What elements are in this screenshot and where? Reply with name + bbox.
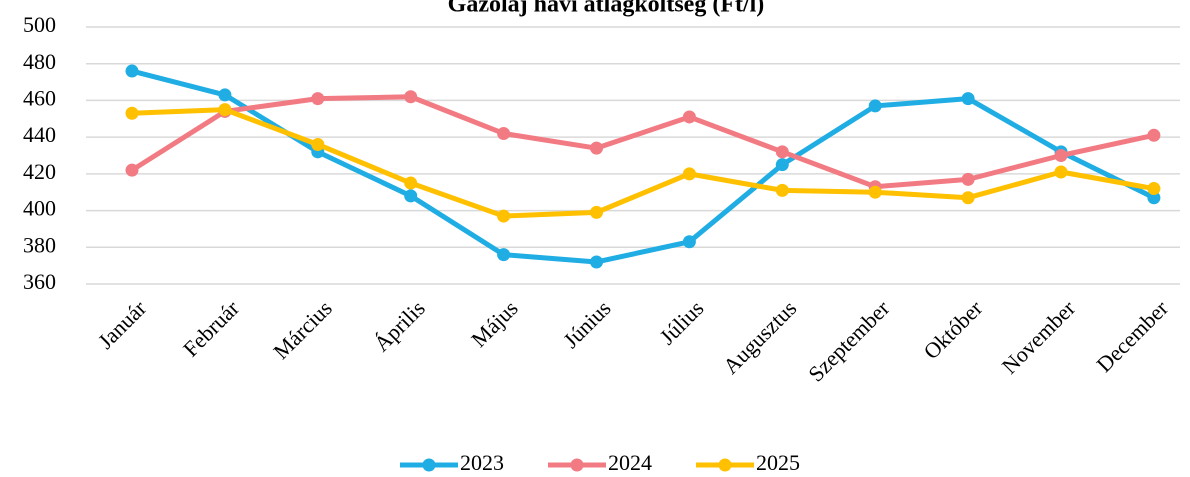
data-point (775, 158, 789, 172)
data-point (218, 103, 232, 117)
data-point (125, 163, 139, 177)
x-tick-label: November (997, 295, 1081, 379)
chart-title: Gázolaj havi átlagköltség (Ft/l) (448, 0, 765, 18)
legend-item: 2023 (400, 450, 504, 475)
data-point (682, 167, 696, 181)
x-tick-label: Augusztus (718, 295, 801, 378)
x-tick-label: Október (919, 295, 988, 364)
legend-label: 2025 (756, 450, 800, 475)
data-point (961, 172, 975, 186)
legend-marker (718, 458, 732, 472)
data-point (404, 90, 418, 104)
data-point (1147, 191, 1161, 205)
legend-marker (422, 458, 436, 472)
data-point (311, 92, 325, 106)
series-line (131, 107, 1155, 219)
data-point (961, 92, 975, 106)
data-point (775, 145, 789, 159)
legend-item: 2024 (548, 450, 652, 475)
x-tick-label: Február (178, 295, 245, 362)
data-point (1147, 128, 1161, 142)
legend-label: 2023 (460, 450, 504, 475)
x-tick-label: Április (369, 295, 430, 356)
data-point (125, 106, 139, 120)
data-point (1054, 165, 1068, 179)
x-tick-label: Március (268, 295, 337, 364)
data-point (682, 110, 696, 124)
series-line (130, 94, 1155, 190)
data-point (497, 126, 511, 140)
data-point (497, 209, 511, 223)
x-tick-label: Július (655, 295, 709, 349)
y-tick-label: 420 (23, 159, 56, 184)
data-point (404, 189, 418, 203)
y-tick-label: 500 (23, 12, 56, 37)
data-point (868, 99, 882, 113)
data-point (590, 205, 603, 219)
y-tick-label: 460 (23, 85, 56, 110)
legend-item: 2025 (696, 450, 800, 475)
data-point (590, 255, 603, 269)
data-point (125, 64, 139, 78)
y-tick-label: 380 (23, 232, 56, 257)
y-tick-label: 480 (23, 49, 56, 74)
data-point (682, 235, 696, 249)
legend-label: 2024 (608, 450, 652, 475)
data-point (961, 191, 975, 205)
data-point (404, 176, 418, 190)
data-point (775, 183, 789, 197)
data-point (1054, 149, 1068, 162)
x-tick-label: December (1091, 295, 1173, 377)
legend-marker (570, 458, 584, 472)
y-tick-label: 400 (23, 196, 56, 221)
data-point (868, 185, 882, 199)
series-line (131, 68, 1156, 265)
data-point (590, 141, 603, 155)
data-point (1147, 182, 1161, 196)
y-tick-label: 360 (23, 269, 56, 294)
x-tick-label: Május (466, 295, 523, 352)
x-tick-label: Január (93, 295, 152, 354)
y-tick-label: 440 (23, 122, 56, 147)
data-point (311, 137, 325, 151)
x-tick-label: Szeptember (803, 295, 895, 387)
data-point (497, 248, 511, 262)
x-tick-label: Június (558, 295, 615, 352)
data-point (218, 88, 232, 102)
